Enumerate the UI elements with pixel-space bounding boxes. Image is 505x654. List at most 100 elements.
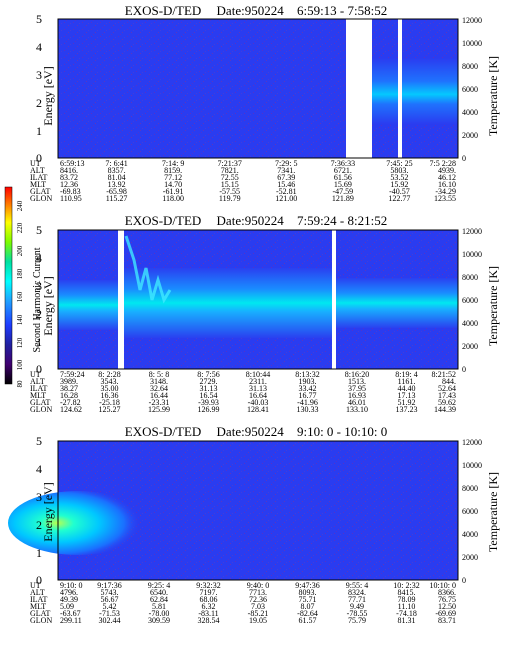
y-axis-label: Energy [eV] (41, 482, 55, 541)
table-cell: 5743. (101, 588, 119, 597)
table-cell: 10:10: 0 (430, 581, 456, 590)
table-cell: 2311. (249, 377, 267, 386)
table-cell: 1903. (299, 377, 317, 386)
table-cell: 1161. (398, 377, 416, 386)
table-cell: 8: 2:28 (98, 370, 120, 379)
table-cell: -63.67 (60, 609, 81, 618)
y-tick-right: 2000 (462, 342, 478, 351)
y-tick: 0 (36, 151, 42, 165)
table-cell: 8:10:44 (246, 370, 270, 379)
table-cell: 67.39 (277, 173, 295, 182)
table-cell: 16.28 (60, 391, 78, 400)
table-cell: 7:5 2:28 (430, 159, 456, 168)
table-cell: 128.41 (247, 405, 269, 414)
y-tick-right: 2000 (462, 553, 478, 562)
table-cell: 7:14: 9 (162, 159, 184, 168)
y-tick-right: 8000 (462, 62, 478, 71)
table-cell: 110.95 (60, 194, 82, 203)
y-tick-right: 4000 (462, 319, 478, 328)
y-tick: 5 (36, 434, 42, 448)
table-cell: 19.05 (249, 616, 267, 625)
table-cell: 75.79 (348, 616, 366, 625)
table-cell: 16.64 (249, 391, 267, 400)
table-cell: 76.75 (438, 595, 456, 604)
y-tick: 4 (36, 462, 42, 476)
table-cell: 8416. (60, 166, 78, 175)
row-label: GLON (30, 616, 52, 625)
table-cell: 77.71 (348, 595, 366, 604)
table-cell: 15.92 (390, 180, 408, 189)
table-cell: 1513. (348, 377, 366, 386)
table-cell: -71.53 (99, 609, 120, 618)
y-tick: 3 (36, 279, 42, 293)
table-cell: -23.31 (149, 398, 170, 407)
table-cell: 8159. (164, 166, 182, 175)
table-cell: 78.09 (398, 595, 416, 604)
band-feature (336, 278, 458, 328)
data-gap (346, 19, 372, 158)
table-cell: 9:32:32 (196, 581, 220, 590)
y-tick-right: 0 (462, 365, 466, 374)
table-cell: 9:17:36 (97, 581, 121, 590)
table-cell: 75.71 (299, 595, 317, 604)
y-tick: 0 (36, 362, 42, 376)
table-cell: 83.71 (438, 616, 456, 625)
plot-area (8, 440, 459, 581)
table-cell: 7341. (277, 166, 295, 175)
colorbar-label: Second Harmonic Current (32, 247, 43, 352)
table-cell: 5.09 (60, 602, 74, 611)
table-cell: 16.93 (348, 391, 366, 400)
table-cell: -52.81 (276, 187, 297, 196)
y-tick: 4 (36, 40, 42, 54)
y-tick-right: 6000 (462, 85, 478, 94)
table-cell: 118.00 (162, 194, 184, 203)
row-label: ILAT (30, 173, 47, 182)
table-cell: 7.03 (251, 602, 265, 611)
table-cell: 8366. (438, 588, 456, 597)
table-cell: 72.36 (249, 595, 267, 604)
instrument-name: EXOS-D/TED (125, 424, 202, 439)
table-cell: 6.32 (202, 602, 216, 611)
y-axis-label: Energy [eV] (41, 66, 55, 125)
y-tick-right: 12000 (462, 16, 482, 25)
table-cell: 7713. (249, 588, 267, 597)
instrument-name: EXOS-D/TED (125, 213, 202, 228)
table-cell: 7821. (221, 166, 239, 175)
table-cell: 122.77 (388, 194, 410, 203)
y-axis-label-right: Temperature [K] (486, 472, 500, 552)
table-cell: 46.12 (438, 173, 456, 182)
y-tick-right: 6000 (462, 507, 478, 516)
y-ticks-right: 12000 10000 8000 6000 4000 2000 0 (462, 16, 482, 163)
table-cell: 16.36 (101, 391, 119, 400)
y-tick: 1 (36, 546, 42, 560)
row-label: ILAT (30, 384, 47, 393)
table-cell: 15.46 (277, 180, 295, 189)
table-cell: 6540. (150, 588, 168, 597)
table-cell: 56.67 (101, 595, 119, 604)
table-cell: 8:16:20 (345, 370, 369, 379)
table-cell: -85.21 (248, 609, 269, 618)
row-label: ALT (30, 166, 45, 175)
table-cell: -47.59 (333, 187, 354, 196)
y-tick-right: 12000 (462, 227, 482, 236)
table-cell: 83.72 (60, 173, 78, 182)
table-cell: 7:21:37 (217, 159, 241, 168)
table-cell: 144.39 (434, 405, 456, 414)
table-cell: 328.54 (198, 616, 220, 625)
table-cell: 133.10 (346, 405, 368, 414)
table-cell: 8415. (398, 588, 416, 597)
date-label: Date:950224 (217, 424, 285, 439)
y-tick: 5 (36, 12, 42, 26)
y-tick-right: 4000 (462, 108, 478, 117)
table-cell: 2729. (200, 377, 218, 386)
y-ticks-right: 12000 10000 8000 6000 4000 2000 0 (462, 438, 482, 585)
table-cell: 123.55 (434, 194, 456, 203)
table-cell: 51.92 (398, 398, 416, 407)
y-ticks-left: 5 4 3 2 1 0 (36, 434, 42, 587)
row-label: ALT (30, 377, 45, 386)
row-label: GLAT (30, 398, 51, 407)
table-cell: 9:25: 4 (148, 581, 170, 590)
y-ticks-right: 12000 10000 8000 6000 4000 2000 0 (462, 227, 482, 374)
table-cell: 3148. (150, 377, 168, 386)
